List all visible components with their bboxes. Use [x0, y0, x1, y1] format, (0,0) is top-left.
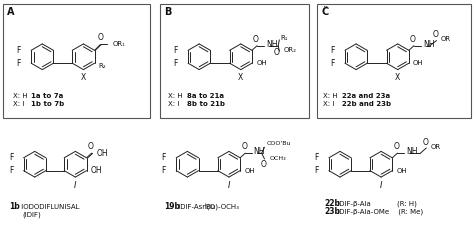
Text: O: O [422, 138, 428, 147]
Text: X: I: X: I [323, 101, 344, 107]
Text: 22b and 23b: 22b and 23b [342, 101, 391, 107]
Text: NH: NH [254, 147, 265, 157]
Text: X: I: X: I [12, 101, 33, 107]
Text: COO'Bu: COO'Bu [267, 141, 292, 146]
Text: A: A [7, 7, 14, 16]
Text: OH: OH [256, 60, 267, 66]
Text: I: I [380, 181, 383, 190]
Text: F: F [16, 59, 21, 68]
Text: F: F [9, 166, 13, 175]
Text: NH: NH [423, 40, 434, 49]
Text: F: F [330, 59, 335, 68]
Text: F: F [162, 166, 166, 175]
FancyBboxPatch shape [3, 4, 150, 118]
Text: OH: OH [413, 60, 424, 66]
Text: O: O [433, 30, 438, 39]
Text: O: O [87, 142, 93, 151]
FancyBboxPatch shape [160, 4, 310, 118]
Text: B: B [164, 7, 172, 16]
Text: F: F [9, 153, 13, 162]
Text: 8b to 21b: 8b to 21b [187, 101, 225, 107]
Text: X: H: X: H [168, 93, 188, 99]
Text: F: F [314, 166, 319, 175]
Text: OH: OH [244, 168, 255, 174]
Text: 1a to 7a: 1a to 7a [31, 93, 64, 99]
Text: R₁: R₁ [281, 35, 288, 41]
Text: IDIF-β-Ala-OMe: IDIF-β-Ala-OMe [335, 209, 390, 215]
Text: OH: OH [397, 168, 407, 174]
Text: O: O [260, 160, 266, 169]
Text: X: X [395, 73, 401, 82]
Text: OH: OH [91, 166, 102, 175]
Text: F: F [162, 153, 166, 162]
Text: X: H: X: H [12, 93, 32, 99]
Text: 1b to 7b: 1b to 7b [31, 101, 64, 107]
Text: I: I [74, 181, 77, 190]
Text: OR₂: OR₂ [284, 47, 297, 53]
Text: IDIF-β-Ala: IDIF-β-Ala [335, 201, 371, 207]
Text: OR: OR [430, 144, 441, 150]
Text: Č: Č [321, 7, 328, 16]
Text: O: O [393, 142, 399, 151]
Text: X: I: X: I [168, 101, 189, 107]
Text: NH: NH [266, 40, 277, 49]
Text: 1b: 1b [9, 202, 20, 211]
FancyBboxPatch shape [318, 4, 471, 118]
Text: OR₁: OR₁ [113, 42, 126, 47]
Text: X: X [81, 73, 86, 82]
Text: O: O [274, 48, 280, 57]
Text: OCH₃: OCH₃ [270, 157, 286, 161]
Text: O: O [410, 35, 416, 44]
Text: IODODIFLUNISAL: IODODIFLUNISAL [18, 204, 79, 210]
Text: F: F [16, 46, 21, 55]
Text: 8a to 21a: 8a to 21a [187, 93, 224, 99]
Text: 19b: 19b [164, 202, 180, 211]
Text: OR: OR [441, 36, 451, 42]
Text: I: I [228, 181, 230, 190]
Text: O: O [241, 142, 247, 151]
Text: IDIF-Asn(O: IDIF-Asn(O [175, 204, 214, 210]
Text: X: H: X: H [323, 93, 343, 99]
Text: F: F [330, 46, 335, 55]
Text: 22b: 22b [324, 200, 340, 208]
Text: F: F [314, 153, 319, 162]
Text: NH: NH [406, 147, 418, 157]
Text: (IDIF): (IDIF) [22, 211, 41, 218]
Text: R₂: R₂ [99, 63, 106, 69]
Text: 22a and 23a: 22a and 23a [342, 93, 390, 99]
Text: (R: Me): (R: Me) [396, 208, 423, 215]
Text: F: F [173, 46, 178, 55]
Text: F: F [173, 59, 178, 68]
Text: OH: OH [96, 149, 108, 158]
Text: 23b: 23b [324, 207, 340, 216]
Text: O: O [98, 33, 103, 43]
Text: ᵗBu)-OCH₃: ᵗBu)-OCH₃ [205, 203, 240, 211]
Text: X: X [238, 73, 244, 82]
Text: O: O [253, 35, 259, 44]
Text: (R: H): (R: H) [379, 201, 417, 207]
